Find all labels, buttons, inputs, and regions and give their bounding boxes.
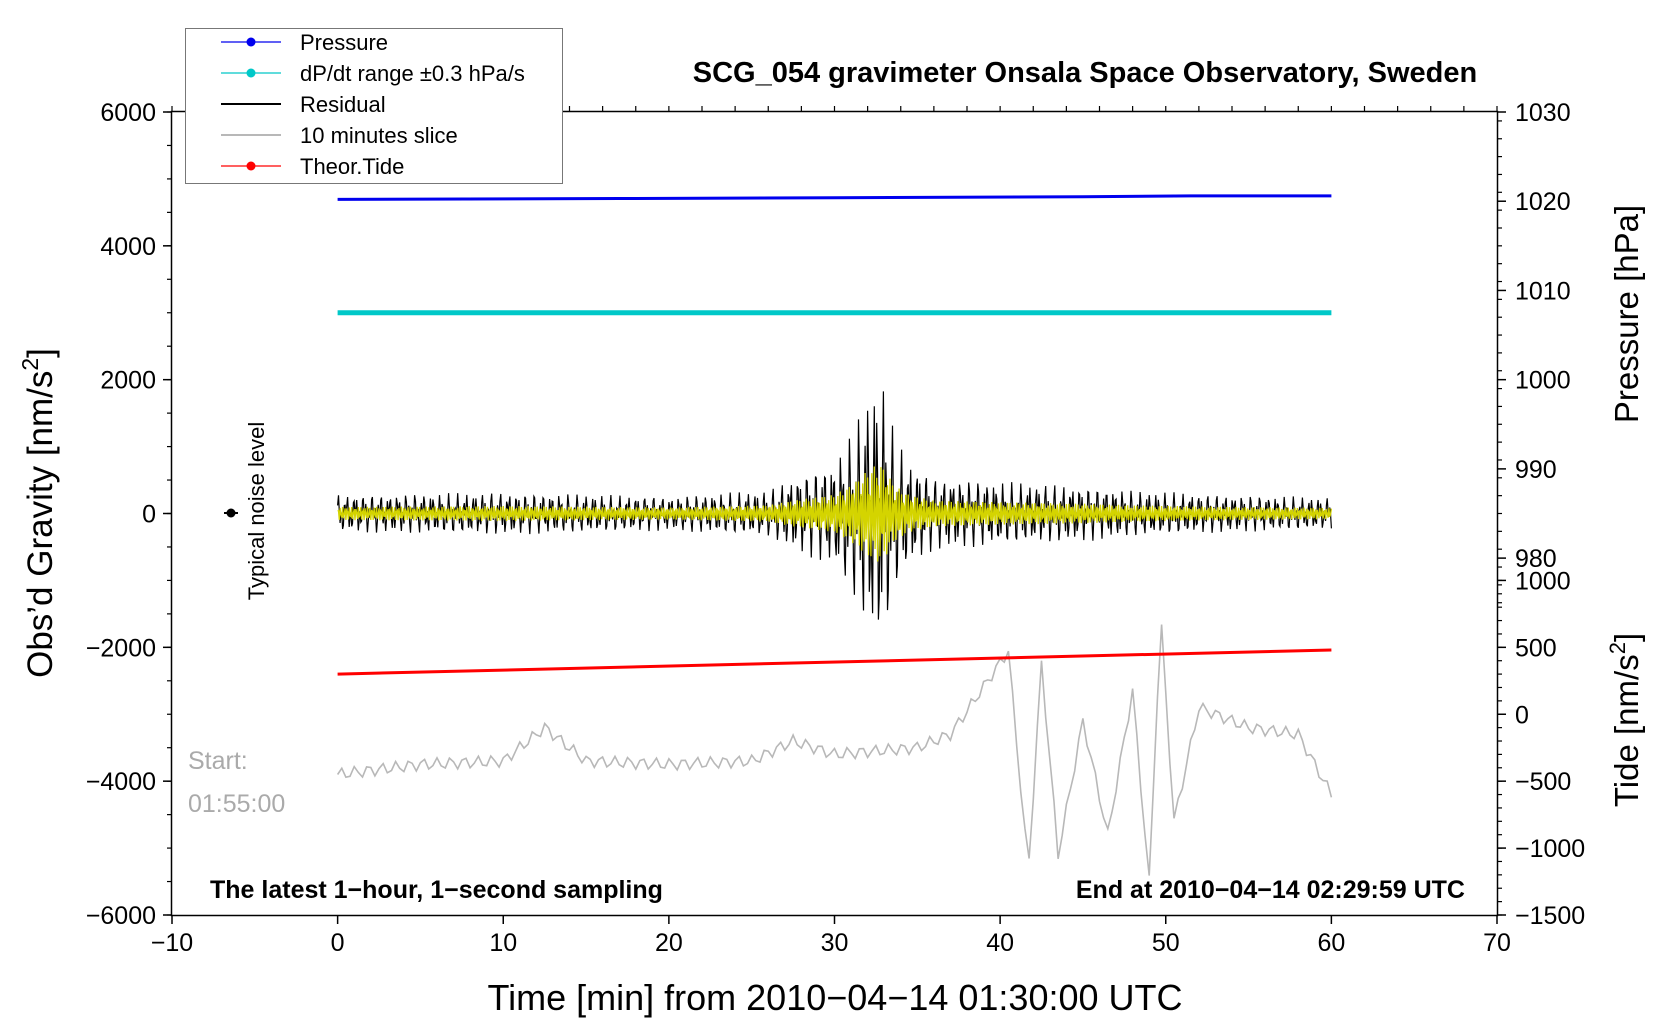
chart-title: SCG_054 gravimeter Onsala Space Observat… — [693, 57, 1477, 89]
x-tick-label: 0 — [331, 929, 345, 957]
legend-box — [185, 28, 563, 184]
x-tick-label: 20 — [655, 929, 683, 957]
legend-marker — [246, 161, 256, 171]
x-tick-label: 70 — [1483, 929, 1511, 957]
y-tick-label-pressure: 1020 — [1515, 188, 1571, 216]
series-10-minutes-slice — [336, 624, 1333, 876]
legend-label: dP/dt range ±0.3 hPa/s — [300, 61, 525, 86]
y-tick-label-left: 2000 — [100, 367, 156, 395]
noise-level-label: Typical noise level — [244, 422, 269, 601]
y-tick-label-tide: −1500 — [1515, 902, 1585, 930]
y-tick-label-pressure: 1000 — [1515, 367, 1571, 395]
y-tick-label-tide: −500 — [1515, 768, 1571, 796]
x-tick-label: 40 — [986, 929, 1014, 957]
y-axis-label-tide: Tide [nm/s2] — [1605, 633, 1645, 807]
x-axis-label: Time [min] from 2010−04−14 01:30:00 UTC — [487, 977, 1182, 1018]
y-axis-label-pressure: Pressure [hPa] — [1608, 205, 1645, 423]
y-tick-label-pressure: 1010 — [1515, 277, 1571, 305]
noise-dot — [226, 508, 236, 518]
legend-label: 10 minutes slice — [300, 123, 458, 148]
y-tick-label-left: −2000 — [86, 634, 156, 662]
legend-marker — [246, 68, 256, 78]
start-time-label: 01:55:00 — [188, 790, 285, 818]
y-tick-label-left: 6000 — [100, 99, 156, 127]
y-tick-label-left: −6000 — [86, 902, 156, 930]
end-time-note: End at 2010−04−14 02:29:59 UTC — [1076, 876, 1465, 904]
axis-ticks: −10 0 10 20 30 40 50 60 70−6000−4000−20000200040… — [86, 99, 1585, 957]
y-tick-label-tide: −1000 — [1515, 835, 1585, 863]
y-tick-label-left: −4000 — [86, 768, 156, 796]
legend-label: Residual — [300, 92, 386, 117]
legend-label: Theor.Tide — [300, 154, 404, 179]
data-traces — [336, 194, 1333, 876]
legend-items: Pressure dP/dt range ±0.3 hPa/s Residual 10… — [221, 30, 525, 179]
x-tick-label: −10 — [151, 929, 193, 957]
y-tick-label-pressure: 1030 — [1515, 99, 1571, 127]
y-tick-label-tide: 1000 — [1515, 567, 1571, 595]
x-tick-label: 10 — [489, 929, 517, 957]
y-tick-label-tide: 0 — [1515, 701, 1529, 729]
sampling-note: The latest 1−hour, 1−second sampling — [210, 876, 663, 904]
series-residual-filtered — [337, 466, 1333, 562]
x-tick-label: 60 — [1317, 929, 1345, 957]
y-tick-label-left: 4000 — [100, 233, 156, 261]
y-axis-label-left: Obs’d Gravity [nm/s2] — [17, 348, 60, 678]
start-label: Start: — [188, 747, 248, 775]
y-tick-label-left: 0 — [142, 501, 156, 529]
noise-level-marker: Typical noise level — [224, 422, 269, 601]
x-tick-label: 50 — [1152, 929, 1180, 957]
y-tick-label-pressure: 980 — [1515, 545, 1557, 573]
y-tick-label-tide: 500 — [1515, 634, 1557, 662]
legend: Pressure dP/dt range ±0.3 hPa/s Residual 10… — [185, 28, 563, 184]
series-theor-tide — [337, 648, 1332, 676]
y-tick-label-pressure: 990 — [1515, 456, 1557, 484]
legend-marker — [246, 37, 256, 47]
series-pressure — [337, 194, 1332, 201]
legend-label: Pressure — [300, 30, 388, 55]
x-tick-label: 30 — [821, 929, 849, 957]
